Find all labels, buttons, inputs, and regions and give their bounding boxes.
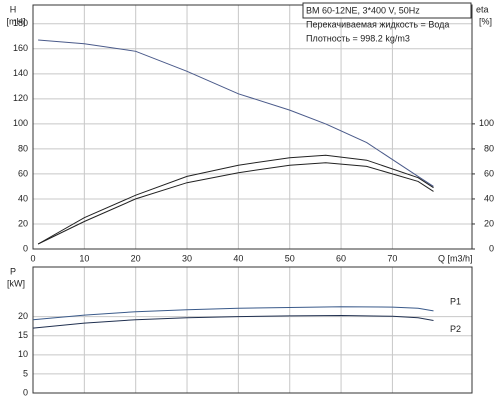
curve	[32, 306, 434, 321]
y-tick-label: 120	[13, 93, 28, 103]
y-tick-label: 0	[23, 243, 28, 253]
y-tick-label: 20	[18, 218, 28, 228]
curve	[37, 154, 434, 245]
y2-label: eta	[476, 4, 489, 14]
info-box	[302, 2, 472, 19]
y2-tick-label: 100	[479, 118, 494, 128]
y-tick-label: 15	[18, 330, 28, 340]
y2-tick-label: 80	[484, 143, 494, 153]
annotation: Плотность = 998.2 kg/m3	[306, 33, 410, 43]
y-tick-label: 160	[13, 43, 28, 53]
legend-label: P1	[450, 296, 461, 306]
curve	[37, 162, 434, 245]
curve	[38, 39, 434, 187]
curve	[32, 314, 434, 329]
y-tick-label: 0	[23, 387, 28, 397]
y-label: H	[10, 4, 17, 14]
annotation: BM 60-12NE, 3*400 V, 50Hz	[306, 5, 420, 15]
y-tick-label: 140	[13, 68, 28, 78]
y-tick-label: 80	[18, 143, 28, 153]
y-tick-label: 5	[23, 368, 28, 378]
x-tick-label: 10	[79, 253, 89, 263]
y2-tick-label: 40	[484, 193, 494, 203]
x-tick-label: 70	[387, 253, 397, 263]
plot-frame	[32, 266, 473, 394]
y-unit: [mH]	[7, 16, 26, 26]
x-tick-label: 20	[131, 253, 141, 263]
x-tick-label: 50	[285, 253, 295, 263]
y-tick-label: 40	[18, 193, 28, 203]
y-unit: [kW]	[7, 278, 25, 288]
y2-tick-label: 20	[484, 218, 494, 228]
x-tick-label: 0	[30, 253, 35, 263]
y-label: P	[10, 266, 16, 276]
x-label: Q [m3/h]	[438, 253, 473, 263]
y2-tick-label: 0	[489, 243, 494, 253]
x-tick-label: 60	[336, 253, 346, 263]
x-tick-label: 40	[233, 253, 243, 263]
y2-unit: [%]	[479, 16, 492, 26]
y-tick-label: 60	[18, 168, 28, 178]
y-tick-label: 10	[18, 349, 28, 359]
plot-frame	[32, 4, 473, 250]
annotation: Перекачиваемая жидкость = Вода	[306, 19, 449, 29]
x-tick-label: 30	[182, 253, 192, 263]
y-tick-label: 100	[13, 118, 28, 128]
legend-label: P2	[450, 324, 461, 334]
y-tick-label: 180	[13, 18, 28, 28]
y-tick-label: 20	[18, 311, 28, 321]
y2-tick-label: 60	[484, 168, 494, 178]
